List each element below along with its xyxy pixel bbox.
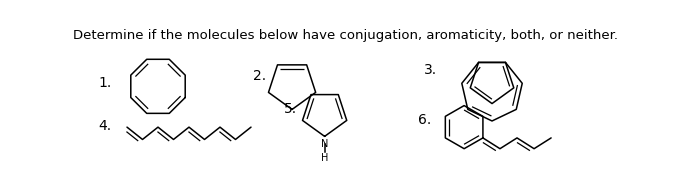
Text: H: H — [321, 153, 328, 163]
Text: 5.: 5. — [284, 102, 298, 116]
Text: 1.: 1. — [99, 76, 111, 90]
Text: 2.: 2. — [253, 69, 267, 83]
Text: Determine if the molecules below have conjugation, aromaticity, both, or neither: Determine if the molecules below have co… — [73, 29, 618, 42]
Text: 4.: 4. — [99, 119, 111, 133]
Text: 3.: 3. — [424, 63, 437, 77]
Text: N: N — [321, 139, 328, 149]
Text: 6.: 6. — [418, 113, 431, 127]
